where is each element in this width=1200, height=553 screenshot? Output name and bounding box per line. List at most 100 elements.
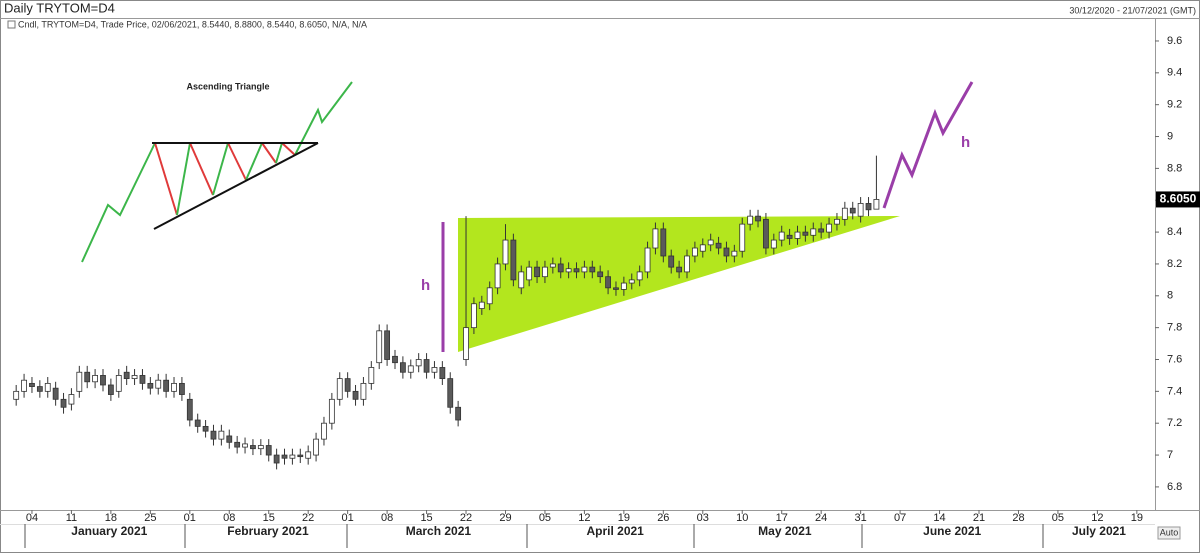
candle-body (84, 371, 91, 383)
x-tick-label: 17 (776, 512, 788, 524)
candle-body (723, 247, 730, 257)
candle-body (155, 379, 162, 389)
candle-body (834, 218, 840, 225)
candle-body (549, 263, 556, 268)
candle-body (399, 362, 406, 373)
candle-body (439, 367, 446, 380)
candle-body (802, 231, 809, 236)
legend-text: Cndl, TRYTOM=D4, Trade Price, 02/06/2021… (18, 19, 367, 29)
month-label: March 2021 (406, 524, 472, 538)
candle-body (76, 371, 83, 392)
candle-body (873, 199, 880, 210)
y-tick-label: 9.4 (1167, 67, 1182, 79)
x-tick-label: 03 (697, 512, 709, 524)
candle-body (502, 239, 509, 265)
chart-title: Daily TRYTOM=D4 (4, 0, 115, 15)
y-tick-label: 8.8 (1167, 162, 1182, 174)
candle-body (786, 234, 793, 239)
candle-body (265, 445, 272, 456)
candle-body (494, 263, 501, 289)
x-tick-label: 19 (618, 512, 630, 524)
candle-body (707, 239, 714, 246)
x-tick-label: 11 (66, 512, 77, 524)
candle-body (415, 359, 422, 367)
candle-body (660, 228, 667, 257)
auto-button-label[interactable]: Auto (1160, 527, 1179, 537)
candle-body (163, 379, 170, 392)
candle-body (818, 228, 825, 233)
candle-body (210, 430, 217, 440)
last-price-label: 8.6050 (1160, 192, 1197, 206)
candle-body (336, 378, 343, 400)
candle-body (755, 215, 761, 222)
candle-body (352, 390, 359, 400)
candles (13, 155, 880, 470)
x-tick-label: 12 (578, 512, 590, 524)
y-tick-label: 8 (1167, 290, 1173, 302)
candle-body (194, 419, 201, 427)
annotation-h: h (421, 277, 430, 294)
candle-body (605, 276, 611, 289)
annotation-h: h (961, 134, 970, 151)
x-tick-label: 21 (973, 512, 985, 524)
x-tick-label: 25 (144, 512, 156, 524)
month-label: January 2021 (71, 524, 147, 538)
candle-body (731, 250, 738, 257)
x-tick-label: 29 (499, 512, 511, 524)
x-tick-label: 22 (302, 512, 314, 524)
candle-body (455, 406, 462, 421)
candle-body (865, 203, 872, 211)
month-separators (24, 524, 1044, 548)
month-label: February 2021 (227, 524, 309, 538)
candle-body (234, 441, 241, 448)
candle-body (131, 375, 138, 380)
auto-button[interactable] (1157, 526, 1181, 540)
month-label: June 2021 (923, 524, 981, 538)
inset-diagram (81, 81, 353, 263)
candle-body (478, 301, 485, 309)
candle-body (668, 255, 675, 268)
y-tick-label: 9.2 (1167, 99, 1182, 111)
candle-body (778, 231, 785, 241)
candle-body (407, 365, 414, 373)
candle-body (534, 266, 540, 278)
triangle-highlight (458, 216, 900, 352)
candle-body (289, 454, 296, 459)
candle-body (186, 398, 193, 421)
y-tick-label: 9.6 (1167, 35, 1182, 47)
candle-body (115, 375, 122, 392)
annotation-title: Ascending Triangle (186, 81, 269, 91)
y-tick-label: 7.6 (1167, 353, 1182, 365)
month-label: April 2021 (586, 524, 644, 538)
candle-body (29, 382, 35, 387)
candle-body (810, 228, 817, 236)
candle-body (13, 390, 20, 400)
month-label: May 2021 (758, 524, 812, 538)
candle-body (344, 378, 351, 392)
x-tick-label: 01 (184, 512, 196, 524)
candle-body (321, 422, 327, 440)
candle-body (486, 287, 493, 305)
candle-body (328, 398, 335, 424)
date-range: 30/12/2020 - 21/07/2021 (GMT) (1069, 5, 1196, 15)
candle-body (171, 382, 177, 392)
candle-body (849, 207, 856, 214)
candle-body (684, 255, 690, 273)
candle-body (573, 268, 580, 273)
candle-body (281, 454, 288, 459)
candle-body (273, 454, 280, 464)
x-tick-label: 15 (263, 512, 275, 524)
candle-body (463, 327, 469, 360)
candle-body (313, 438, 319, 456)
candle-body (794, 231, 801, 239)
candle-body (384, 330, 391, 360)
x-tick-label: 19 (1131, 512, 1143, 524)
x-tick-label: 05 (539, 512, 551, 524)
x-tick-label: 01 (342, 512, 354, 524)
x-tick-label: 07 (894, 512, 906, 524)
candle-body (763, 218, 769, 249)
candle-body (770, 239, 777, 249)
candle-body (100, 375, 106, 386)
candle-body (392, 355, 398, 364)
x-tick-label: 15 (420, 512, 432, 524)
